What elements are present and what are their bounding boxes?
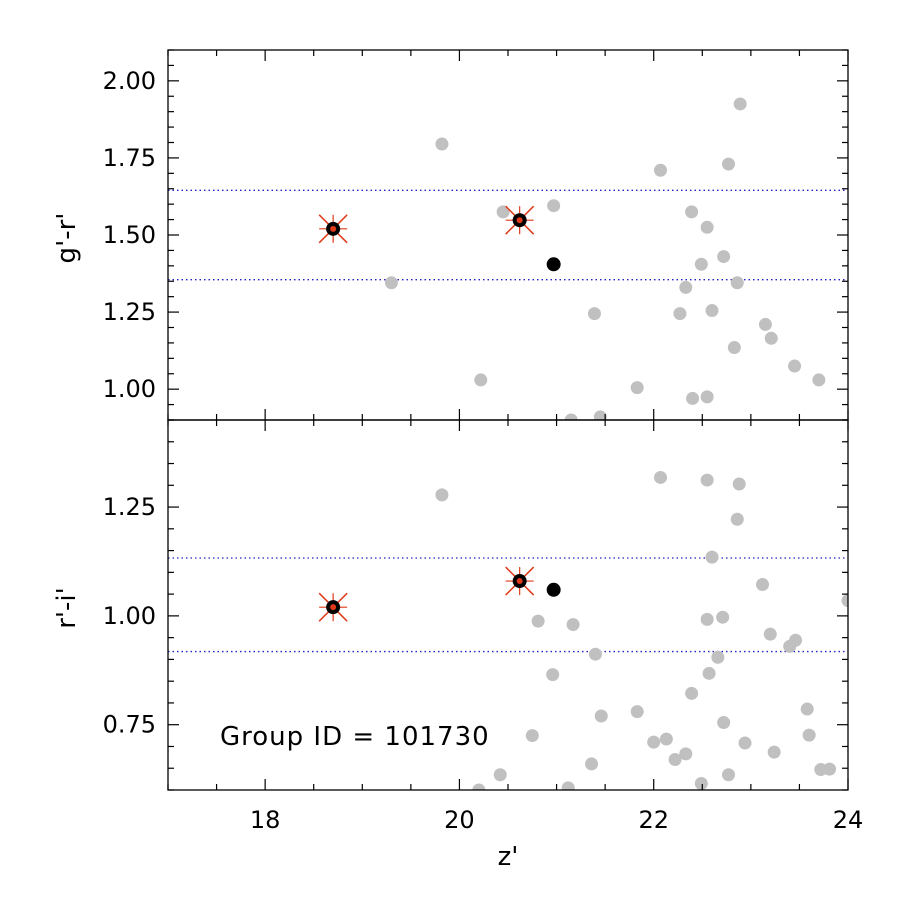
bottom-field-point-13 xyxy=(654,470,668,484)
bottom-field-point-2 xyxy=(493,768,507,782)
top-y-tick-label-1: 1.25 xyxy=(103,298,156,326)
top-field-point-23 xyxy=(758,317,772,331)
bottom-field-point-16 xyxy=(679,747,693,761)
bottom-panel: 0.75 1.00 1.25 18 20 22 24 xyxy=(103,419,864,834)
bottom-field-point-36 xyxy=(802,728,816,742)
bottom-field-point-32 xyxy=(767,745,781,759)
bottom-field-point-7 xyxy=(566,618,580,632)
top-reference-lines xyxy=(168,189,848,281)
bottom-field-point-17 xyxy=(685,686,699,700)
bottom-y-tick-label-1: 1.00 xyxy=(103,602,156,630)
bottom-panel-frame xyxy=(167,419,849,791)
top-y-axis-label: g'-r' xyxy=(52,213,82,264)
bottom-field-point-11 xyxy=(630,705,644,719)
bottom-field-point-4 xyxy=(531,614,545,628)
bottom-field-point-28 xyxy=(732,477,746,491)
bottom-field-point-30 xyxy=(756,578,770,592)
bottom-field-point-10 xyxy=(594,709,608,723)
bottom-flagged-marker-0 xyxy=(318,592,348,622)
top-flagged-marker-1 xyxy=(505,205,535,235)
bottom-field-point-18 xyxy=(694,776,708,790)
top-field-point-22 xyxy=(733,97,747,111)
top-field-point-4 xyxy=(547,199,561,213)
top-field-point-12 xyxy=(685,205,699,219)
top-field-point-24 xyxy=(764,331,778,345)
top-field-point-25 xyxy=(788,359,802,373)
bottom-field-point-34 xyxy=(789,633,803,647)
top-field-point-0 xyxy=(435,137,449,151)
top-field-point-2 xyxy=(474,373,488,387)
bottom-field-point-1 xyxy=(472,783,486,790)
bottom-field-point-25 xyxy=(717,716,731,730)
bottom-field-point-8 xyxy=(585,757,599,771)
bottom-field-point-31 xyxy=(763,627,777,641)
top-points xyxy=(318,97,826,420)
top-y-tick-label-2: 1.50 xyxy=(103,221,156,249)
bottom-field-point-19 xyxy=(700,473,714,487)
top-y-tick-label-3: 1.75 xyxy=(103,144,156,172)
top-field-point-21 xyxy=(730,276,744,290)
top-field-point-26 xyxy=(812,373,826,387)
top-field-point-11 xyxy=(679,280,693,294)
bottom-field-point-38 xyxy=(823,762,837,776)
bottom-field-point-26 xyxy=(722,768,736,782)
group-id-annotation: Group ID = 101730 xyxy=(220,722,490,752)
top-flagged-marker-0 xyxy=(318,214,348,244)
top-panel: 1.00 1.25 1.50 1.75 2.00 xyxy=(103,49,849,421)
bottom-field-point-20 xyxy=(700,612,714,626)
bottom-field-point-3 xyxy=(525,729,539,743)
x-tick-label-2: 22 xyxy=(638,806,669,834)
bottom-flagged-marker-1 xyxy=(505,566,535,596)
bottom-field-point-6 xyxy=(561,781,575,790)
bottom-field-point-24 xyxy=(716,610,730,624)
bottom-field-point-21 xyxy=(702,666,716,680)
x-tick-label-1: 20 xyxy=(444,806,475,834)
bottom-field-point-22 xyxy=(705,550,719,564)
top-y-tick-label-0: 1.00 xyxy=(103,375,156,403)
top-field-point-13 xyxy=(686,391,700,405)
bottom-y-tick-label-2: 1.25 xyxy=(103,493,156,521)
top-field-point-7 xyxy=(593,410,607,420)
bottom-y-tick-label-0: 0.75 xyxy=(103,711,156,739)
bottom-field-point-14 xyxy=(659,732,673,746)
x-axis-label: z' xyxy=(498,842,519,872)
top-field-point-6 xyxy=(564,413,578,420)
top-field-point-17 xyxy=(705,304,719,318)
top-field-point-1 xyxy=(384,276,398,290)
top-field-point-10 xyxy=(673,307,687,321)
bottom-field-point-35 xyxy=(800,702,814,716)
bottom-field-point-15 xyxy=(668,753,682,767)
bottom-field-point-29 xyxy=(738,736,752,750)
x-tick-label-0: 18 xyxy=(250,806,281,834)
bottom-group-point-2 xyxy=(546,582,561,597)
top-field-point-18 xyxy=(717,250,731,264)
bottom-reference-lines xyxy=(168,557,848,653)
top-field-point-16 xyxy=(700,390,714,404)
bottom-field-point-12 xyxy=(647,735,661,749)
bottom-field-point-5 xyxy=(546,668,560,682)
bottom-field-point-9 xyxy=(588,647,602,661)
bottom-field-point-23 xyxy=(711,650,725,664)
top-field-point-9 xyxy=(654,163,668,177)
top-field-point-14 xyxy=(694,257,708,271)
bottom-axis-ticks: 0.75 1.00 1.25 18 20 22 24 xyxy=(103,419,864,834)
top-field-point-19 xyxy=(722,157,736,171)
bottom-points xyxy=(318,470,848,790)
bottom-field-point-27 xyxy=(730,512,744,526)
top-y-tick-label-4: 2.00 xyxy=(103,67,156,95)
bottom-field-point-39 xyxy=(841,594,848,608)
top-group-point-2 xyxy=(546,257,561,272)
top-field-point-5 xyxy=(587,307,601,321)
top-axis-ticks: 1.00 1.25 1.50 1.75 2.00 xyxy=(103,49,849,421)
top-field-point-20 xyxy=(727,341,741,355)
top-field-point-8 xyxy=(630,381,644,395)
bottom-field-point-0 xyxy=(435,488,449,502)
x-tick-label-3: 24 xyxy=(833,806,864,834)
bottom-y-axis-label: r'-i' xyxy=(52,587,82,629)
top-field-point-15 xyxy=(700,220,714,234)
top-field-point-3 xyxy=(496,205,510,219)
